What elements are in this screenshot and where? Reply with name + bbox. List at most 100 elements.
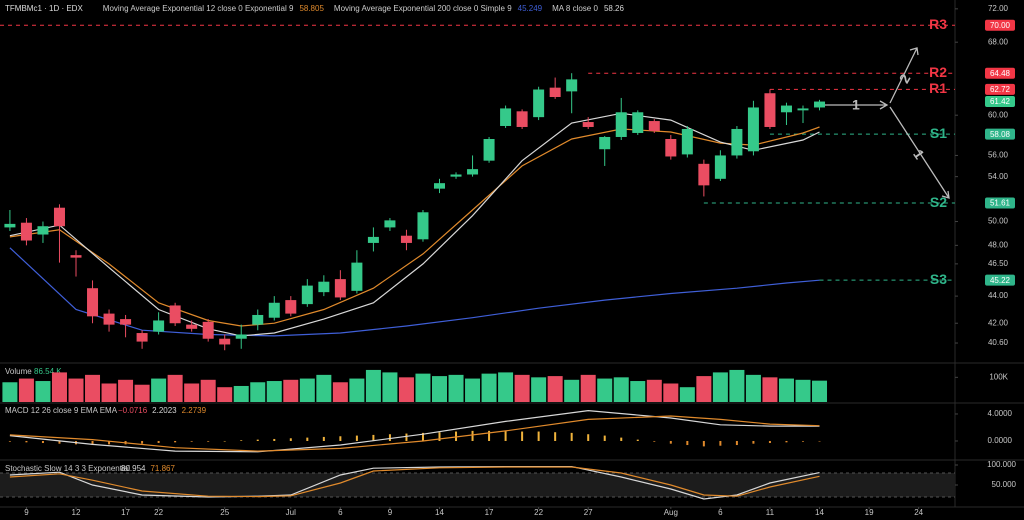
level-tag-label: 62.72: [990, 85, 1011, 94]
candle-body: [20, 222, 32, 241]
volume-bar: [266, 381, 282, 402]
volume-bar: [663, 383, 679, 402]
candle-body: [433, 183, 445, 189]
candle-body: [681, 128, 693, 155]
candle-body: [797, 108, 809, 111]
volume-bar: [448, 374, 464, 402]
x-tick-label: 12: [72, 508, 81, 517]
macd-histogram: [537, 431, 540, 441]
arrow: [825, 100, 889, 110]
x-tick-label: Jul: [286, 508, 296, 517]
volume-bar: [812, 380, 828, 402]
x-tick-label: 24: [914, 508, 923, 517]
y-tick-label: 72.00: [988, 4, 1009, 13]
macd-histogram: [421, 432, 424, 441]
candle-body: [533, 89, 545, 118]
y-tick-label: 56.00: [988, 151, 1009, 160]
candle-body: [731, 128, 743, 156]
macd-histogram: [686, 440, 689, 446]
macd-histogram: [636, 439, 639, 441]
y-tick-label: 4.0000: [988, 409, 1013, 418]
level-name: S3: [930, 271, 947, 287]
macd-histogram: [669, 440, 672, 444]
volume-bar: [35, 381, 51, 402]
candle-body: [516, 111, 528, 127]
macd-histogram: [306, 437, 309, 441]
last-price-label: 61.42: [990, 97, 1011, 106]
volume-bar: [431, 376, 447, 402]
volume-bar: [398, 377, 414, 402]
level-tag-label: 45.22: [990, 276, 1011, 285]
macd-line: [9, 409, 820, 453]
volume-bar: [415, 373, 431, 402]
volume-bar: [547, 376, 563, 402]
macd-histogram: [141, 440, 144, 444]
macd-histogram: [174, 440, 177, 443]
candle-body: [582, 122, 594, 127]
macd-histogram: [801, 440, 804, 442]
macd-histogram: [339, 436, 342, 441]
macd-histogram: [719, 440, 722, 446]
macd-histogram: [554, 432, 557, 441]
last-price-tag: [985, 96, 1015, 108]
volume-bar: [118, 379, 134, 402]
volume-bar: [696, 376, 712, 402]
candle-body: [334, 279, 346, 298]
candle-body: [648, 121, 660, 131]
macd-histogram: [25, 440, 28, 443]
volume-bar: [101, 383, 117, 402]
macd-title: MACD 12 26 close 9 EMA EMA: [5, 406, 118, 415]
macd-histogram: [157, 440, 160, 444]
x-tick-label: 6: [338, 508, 343, 517]
volume-bar: [316, 374, 332, 402]
macd-histogram: [372, 434, 375, 441]
macd-histogram: [521, 431, 524, 441]
candle-body: [764, 93, 776, 127]
x-tick-label: 14: [815, 508, 824, 517]
macd-histogram: [653, 440, 656, 442]
macd-histogram: [190, 440, 193, 442]
volume-last: 86.54 K: [34, 367, 62, 376]
macd-reading: 2.2023: [152, 406, 177, 415]
header-text: Moving Average Exponential 200 close 0 S…: [334, 4, 512, 13]
macd-histogram: [752, 440, 755, 444]
x-tick-label: 14: [435, 508, 444, 517]
annotation-arrows: [825, 47, 950, 199]
stoch-line: [9, 466, 820, 498]
header-text: 58.26: [604, 4, 625, 13]
macd-histogram: [438, 432, 441, 441]
x-tick-label: 11: [766, 508, 775, 517]
arrow: [889, 47, 919, 104]
level-name: R2: [929, 64, 947, 80]
arrow: [889, 106, 950, 199]
stoch-band: [0, 473, 955, 497]
candle-body: [747, 107, 759, 152]
volume-bar: [382, 372, 398, 402]
macd-reading: −0.0716: [118, 406, 148, 415]
level-name: R1: [929, 80, 947, 96]
level-tag: [985, 83, 1015, 95]
volume-bar: [2, 382, 18, 402]
level-tag: [985, 274, 1015, 286]
macd-histogram: [785, 440, 788, 443]
candle-body: [53, 207, 65, 227]
level-tag-label: 51.61: [990, 199, 1011, 208]
volume-bar: [514, 374, 530, 402]
macd-histogram: [322, 436, 325, 441]
candle-body: [400, 235, 412, 243]
candle-body: [318, 281, 330, 293]
macd-histogram: [289, 438, 292, 441]
candle-body: [186, 324, 198, 329]
candle-body: [549, 87, 561, 98]
header-text: MA 8 close 0: [552, 4, 598, 13]
macd-histogram: [41, 440, 44, 444]
stoch-reading: 71.867: [150, 464, 175, 473]
volume-bar: [762, 377, 778, 402]
y-tick-label: 68.00: [988, 37, 1009, 46]
x-tick-label: 19: [865, 508, 874, 517]
x-tick-label: 9: [388, 508, 393, 517]
level-tag: [985, 128, 1015, 140]
candle-body: [467, 169, 479, 175]
